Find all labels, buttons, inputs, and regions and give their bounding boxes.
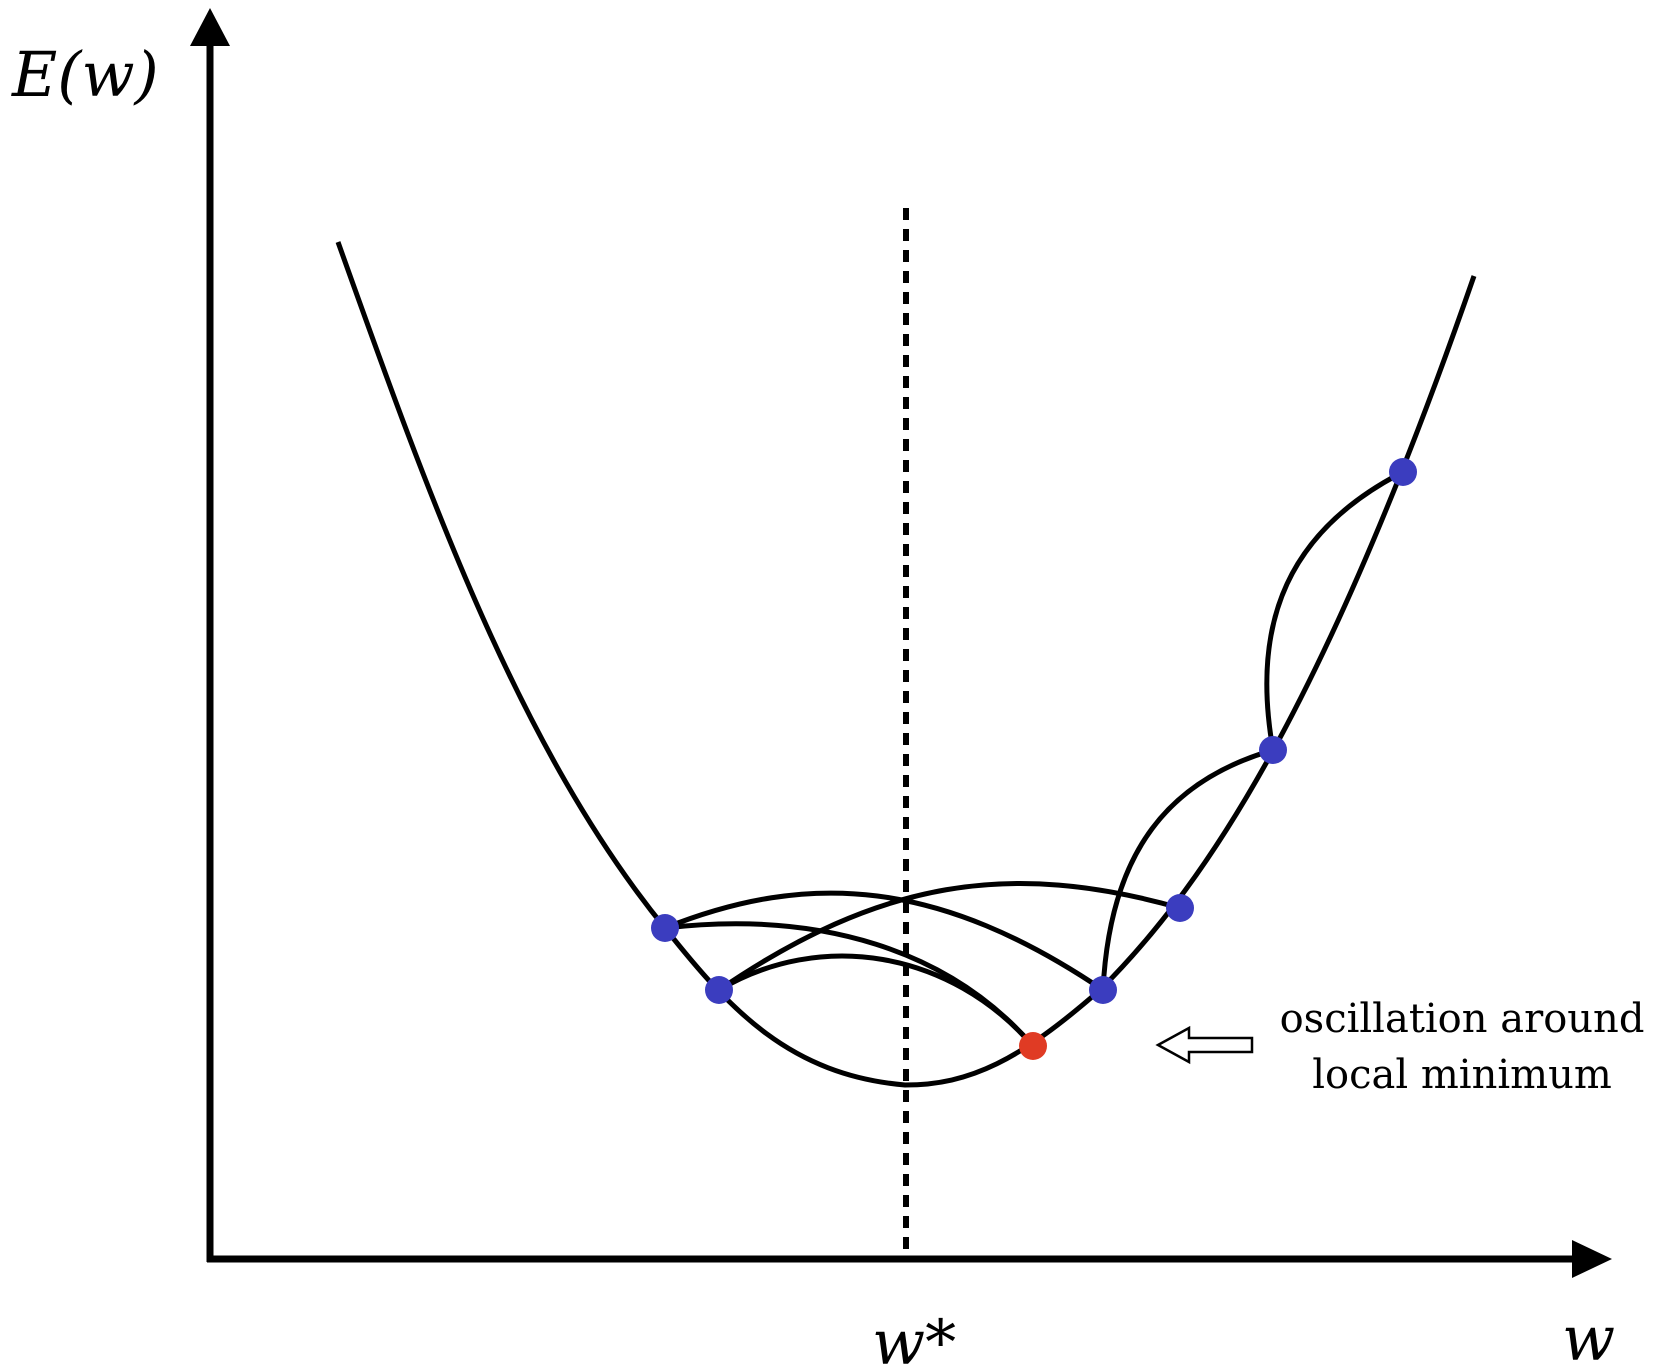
step-arc [664,890,1105,993]
step-arc [1264,469,1405,751]
step-arc [1100,747,1274,991]
y-axis-arrowhead [190,8,230,46]
step-arcs [664,469,1405,1048]
step-point [651,914,679,942]
step-point [1259,736,1287,764]
step-point [1166,894,1194,922]
annotation-line-2: local minimum [1312,1052,1612,1098]
loss-curve [335,241,1477,1088]
x-axis-arrowhead [1572,1240,1612,1278]
x-axis-label: w [1562,1302,1615,1366]
final-point [1019,1032,1047,1060]
step-point [705,976,733,1004]
y-axis-label: E(w) [11,38,159,111]
step-arc [717,953,1035,1048]
step-point [1089,976,1117,1004]
step-arc [717,881,1181,993]
step-points [651,458,1417,1060]
axes [190,8,1612,1278]
minimum-label: w* [872,1306,956,1366]
hollow-left-arrow-icon [1155,1025,1254,1065]
step-point [1389,458,1417,486]
annotation-line-1: oscillation around [1280,996,1645,1042]
